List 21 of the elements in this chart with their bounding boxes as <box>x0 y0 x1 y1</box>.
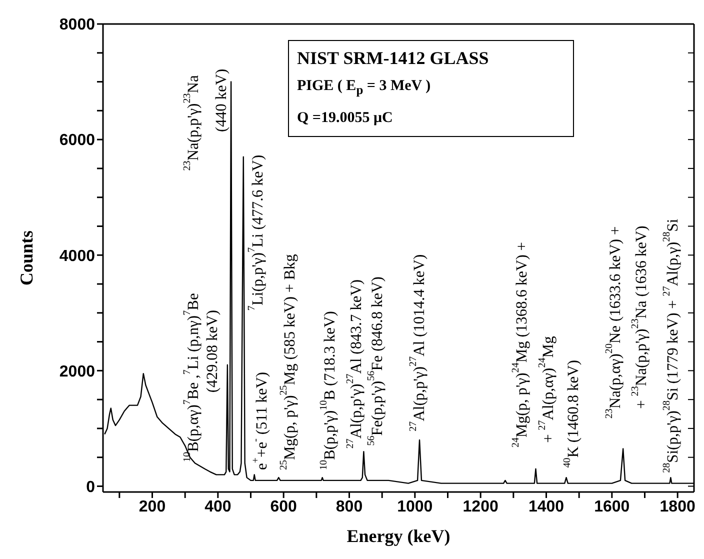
y-tick-label: 2000 <box>59 363 96 380</box>
y-tick-label: 0 <box>86 478 96 496</box>
y-tick-label: 8000 <box>59 16 96 34</box>
x-tick-label: 1000 <box>397 498 433 516</box>
annotation: (440 keV) <box>212 68 230 132</box>
annotation: PIGE ( E$_{p}$ = 3 MeV ) <box>297 78 431 97</box>
y-tick-label: 4000 <box>59 248 96 265</box>
x-tick-label: 200 <box>138 498 166 516</box>
x-tick-label: 1200 <box>462 498 498 516</box>
x-tick-label: 400 <box>204 498 232 516</box>
annotation: NIST SRM-1412 GLASS <box>297 48 489 68</box>
x-tick-label: 1400 <box>528 498 564 516</box>
x-tick-label: 600 <box>270 498 298 516</box>
annotation: Q =19.0055 μC <box>297 110 393 126</box>
annotation: (429.08 keV) <box>204 310 221 393</box>
y-tick-label: 6000 <box>59 132 96 150</box>
x-tick-label: 1600 <box>594 498 630 516</box>
x-tick-label: 800 <box>336 498 363 516</box>
x-axis-title: Energy (keV) <box>346 526 450 546</box>
x-tick-label: 1800 <box>660 498 696 516</box>
y-axis-title: Counts <box>16 230 36 286</box>
